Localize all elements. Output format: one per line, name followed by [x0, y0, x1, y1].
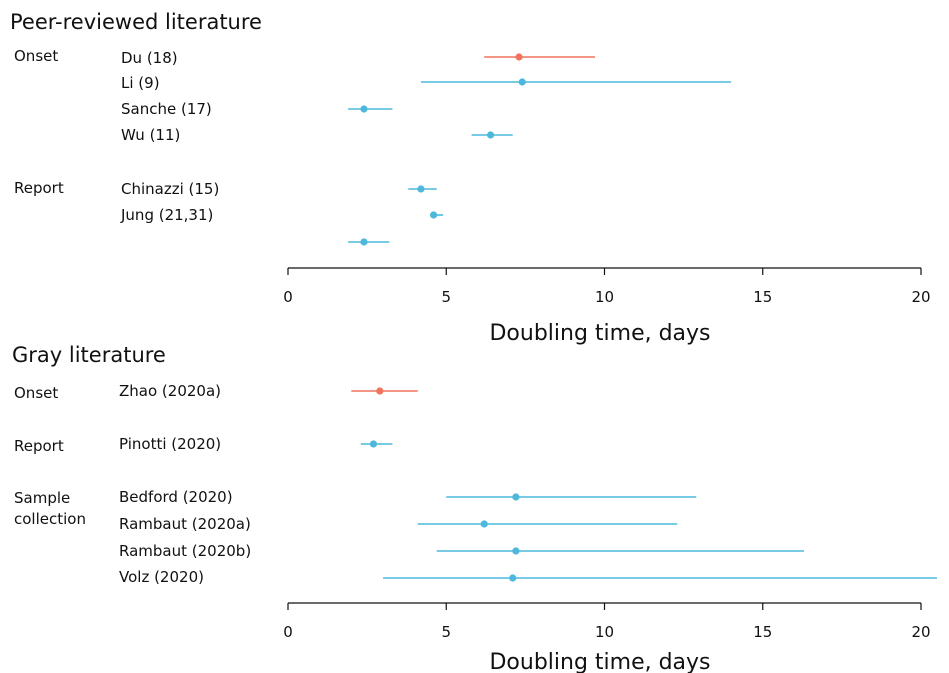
- point-estimate: [480, 520, 488, 528]
- x-tick-label: 10: [595, 288, 614, 306]
- x-tick-label: 5: [441, 288, 451, 306]
- study-label: Pinotti (2020): [119, 435, 221, 453]
- study-label: Sanche (17): [121, 100, 212, 118]
- panel-peer-reviewed: Peer-reviewed literature Onset Report Du…: [10, 10, 931, 346]
- group-label-line: collection: [14, 510, 86, 528]
- x-tick-label: 20: [911, 288, 930, 306]
- study-label: Volz (2020): [119, 568, 204, 586]
- study-label: Jung (21,31): [120, 206, 213, 224]
- x-tick-label: 0: [283, 288, 293, 306]
- x-tick-label: 0: [283, 623, 293, 641]
- study-label: Rambaut (2020b): [119, 542, 251, 560]
- panel-title-gray: Gray literature: [12, 343, 166, 367]
- point-estimate: [512, 547, 520, 555]
- panel-gray: Gray literature Onset Report Sample coll…: [12, 343, 937, 673]
- x-axis-ticks: 0 5 10 15 20: [283, 268, 931, 306]
- study-label: Rambaut (2020a): [119, 515, 251, 533]
- study-label: Chinazzi (15): [121, 180, 219, 198]
- x-tick-label: 20: [911, 623, 930, 641]
- point-estimate: [518, 78, 526, 86]
- group-label-line: Sample: [14, 489, 70, 507]
- x-tick-label: 15: [753, 623, 772, 641]
- point-estimate: [417, 185, 425, 193]
- x-tick-label: 15: [753, 288, 772, 306]
- study-label: Du (18): [121, 49, 178, 67]
- group-label-sample-collection: Sample collection: [14, 489, 86, 528]
- study-label: Bedford (2020): [119, 488, 233, 506]
- study-label: Zhao (2020a): [119, 382, 221, 400]
- point-estimate: [512, 493, 520, 501]
- group-label-onset: Onset: [14, 384, 58, 402]
- point-estimate: [515, 53, 523, 61]
- x-tick-label: 10: [595, 623, 614, 641]
- x-axis-ticks: 0 5 10 15 20: [283, 603, 931, 641]
- point-estimate: [429, 211, 438, 219]
- point-estimate: [369, 440, 378, 448]
- study-label: Wu (11): [121, 126, 180, 144]
- group-label-report: Report: [14, 179, 64, 197]
- point-estimate: [486, 131, 495, 139]
- point-estimate: [360, 105, 368, 113]
- panel-marks-peer-reviewed: [348, 53, 732, 246]
- panel-title-peer-reviewed: Peer-reviewed literature: [10, 10, 262, 34]
- x-axis-label: Doubling time, days: [489, 650, 710, 673]
- point-estimate: [360, 238, 368, 246]
- point-estimate: [509, 574, 517, 582]
- x-axis-label: Doubling time, days: [489, 321, 710, 346]
- x-tick-label: 5: [441, 623, 451, 641]
- panel-marks-gray: [351, 387, 937, 582]
- group-label-report: Report: [14, 437, 64, 455]
- study-label: Li (9): [121, 74, 160, 92]
- group-label-onset: Onset: [14, 47, 58, 65]
- point-estimate: [376, 387, 384, 395]
